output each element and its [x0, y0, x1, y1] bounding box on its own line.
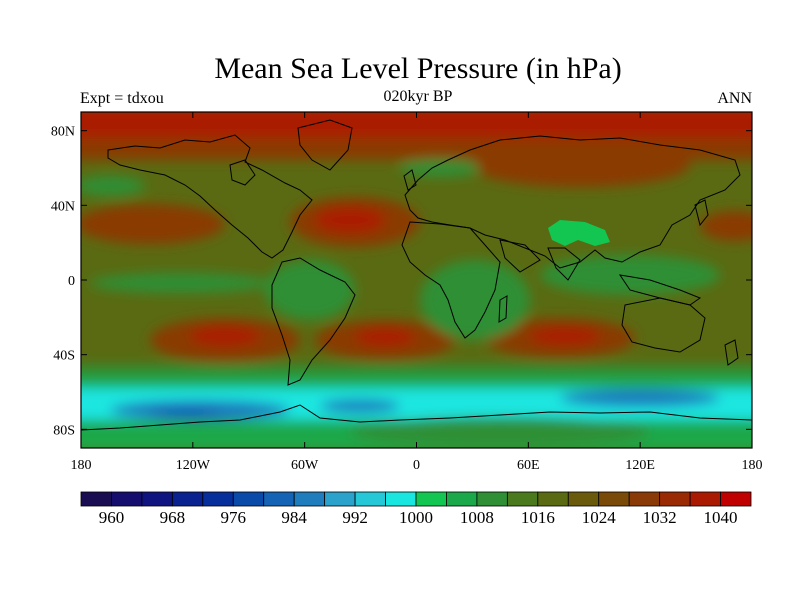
- colorbar-swatch: [202, 491, 234, 507]
- pressure-ant-core: [350, 417, 650, 447]
- coast-greenland: [297, 119, 353, 171]
- colorbar-label: 1032: [643, 508, 677, 527]
- colorbar-label: 1024: [582, 508, 617, 527]
- colorbar-swatch: [324, 491, 356, 507]
- lon-tick-label: 120E: [625, 458, 655, 473]
- lat-tick-label: 80N: [51, 125, 75, 140]
- pressure-s-deep: [150, 407, 220, 417]
- pressure-green-atl: [400, 159, 480, 177]
- latitude-ticks: 80N 40N 0 40S 80S: [51, 125, 752, 438]
- pressure-pacific-n-core: [110, 212, 190, 232]
- time-label: 020kyr BP: [383, 88, 453, 105]
- lat-tick-label: 40N: [51, 199, 75, 214]
- pressure-s2: [81, 376, 752, 390]
- colorbar-swatch: [689, 491, 721, 507]
- lon-tick-label: 0: [413, 458, 420, 473]
- colorbar-label: 984: [281, 508, 307, 527]
- colorbar-swatch: [80, 491, 112, 507]
- coast-japan: [694, 199, 709, 227]
- pressure-s-blue2: [560, 389, 720, 407]
- pressure-green-n: [81, 176, 145, 196]
- colorbar-label: 976: [221, 508, 247, 527]
- colorbar-label: 1016: [521, 508, 555, 527]
- colorbar-swatch: [232, 491, 265, 507]
- coast-indonesia: [618, 274, 702, 306]
- coast-south-america: [271, 257, 356, 386]
- coast-uk: [403, 169, 417, 191]
- colorbar-swatch: [537, 491, 569, 507]
- lat-tick-label: 80S: [53, 423, 75, 438]
- colorbar-swatch: [111, 491, 143, 507]
- pressure-siberia: [470, 143, 690, 187]
- lat-tick-label: 0: [68, 274, 75, 289]
- colorbar-swatch: [446, 491, 478, 507]
- colorbar-swatch: [354, 491, 386, 507]
- pressure-ind-s-core: [530, 327, 600, 345]
- pressure-eq-ind: [540, 255, 720, 295]
- colorbar-label: 992: [342, 508, 368, 527]
- coast-arabia: [499, 239, 541, 273]
- experiment-label: Expt = tdxou: [80, 90, 164, 107]
- colorbar-swatch: [141, 491, 173, 507]
- colorbar-swatch: [171, 491, 204, 507]
- pressure-s-blue3: [320, 399, 400, 413]
- lon-tick-label: 60E: [517, 458, 540, 473]
- pressure-pacific-w: [700, 211, 752, 241]
- colorbar-label: 960: [99, 508, 125, 527]
- coast-europe-asia: [404, 135, 741, 269]
- pressure-eq-am: [265, 260, 355, 320]
- pressure-polar: [81, 112, 752, 143]
- lon-tick-label: 120W: [176, 458, 211, 473]
- lon-tick-label: 180: [71, 458, 92, 473]
- season-label: ANN: [717, 90, 752, 107]
- coast-north-america: [107, 134, 313, 259]
- colorbar-swatch: [415, 491, 447, 507]
- colorbar-swatch: [720, 491, 752, 507]
- colorbar-swatch: [598, 491, 630, 507]
- pressure-eq-af: [420, 260, 530, 340]
- colorbar-label: 1040: [704, 508, 738, 527]
- coast-antarctica: [81, 404, 752, 431]
- colorbar-swatch: [476, 491, 508, 507]
- pressure-s1: [81, 365, 752, 377]
- pressure-field: [81, 112, 752, 448]
- pressure-azores-core: [315, 207, 385, 233]
- lon-tick-label: 60W: [291, 458, 319, 473]
- colorbar-swatch: [659, 491, 691, 507]
- colorbar-swatch: [263, 491, 295, 507]
- lat-tick-label: 40S: [53, 349, 75, 364]
- pressure-pac-s-core: [190, 326, 260, 346]
- colorbar-swatch: [567, 491, 600, 507]
- colorbar-swatch: [385, 491, 417, 507]
- pressure-eq-pac: [90, 273, 270, 293]
- coastlines: [81, 119, 752, 431]
- colorbar-label: 1008: [460, 508, 494, 527]
- colorbar-label: 1000: [399, 508, 433, 527]
- longitude-ticks: 180 120W 60W 0 60E 120E 180: [71, 112, 763, 473]
- colorbar-swatch: [506, 491, 539, 507]
- coast-madagascar: [498, 295, 508, 323]
- lon-tick-label: 180: [742, 458, 763, 473]
- coast-africa: [401, 221, 501, 339]
- map-title: Mean Sea Level Pressure (in hPa): [214, 52, 622, 85]
- colorbar-swatch: [293, 491, 326, 507]
- coast-australia: [621, 297, 706, 353]
- coast-newzealand: [724, 339, 739, 366]
- pressure-atl-s-core: [355, 328, 415, 346]
- colorbar-label: 968: [160, 508, 186, 527]
- pressure-tibet: [548, 220, 610, 246]
- coast-india: [547, 247, 581, 281]
- coast-hudson: [229, 159, 256, 186]
- colorbar: 960 968 976 984 992 1000 1008 1016 1024 1032 1040: [80, 491, 752, 527]
- colorbar-swatch: [628, 491, 661, 507]
